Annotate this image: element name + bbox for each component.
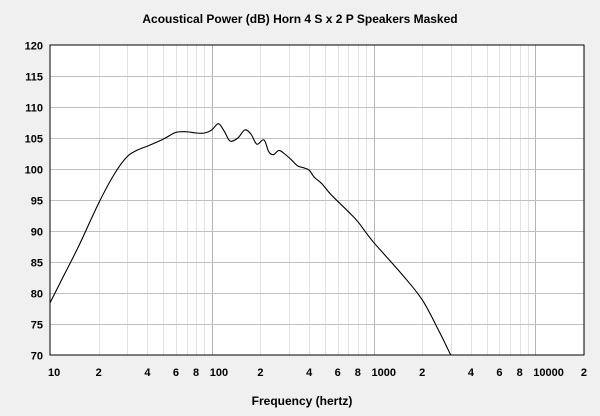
x-tick-label: 2	[96, 367, 102, 379]
series-line-acoustical-power	[49, 123, 452, 356]
y-tick-label: 110	[25, 103, 43, 115]
x-tick-label: 6	[335, 367, 341, 379]
x-tick-label: 8	[355, 367, 361, 379]
y-tick-label: 105	[25, 134, 43, 146]
x-tick-label: 8	[517, 367, 523, 379]
x-tick-label: 2	[257, 367, 263, 379]
y-tick-label: 95	[31, 196, 43, 208]
x-tick-label: 100	[210, 367, 228, 379]
y-tick-label: 75	[31, 320, 43, 332]
y-tick-label: 100	[25, 165, 43, 177]
y-tick-label: 115	[25, 72, 43, 84]
x-tick-label: 4	[144, 367, 151, 379]
x-tick-label: 6	[496, 367, 502, 379]
x-tick-label: 2	[581, 367, 587, 379]
x-tick-label: 6	[173, 367, 179, 379]
x-tick-label: 4	[306, 367, 313, 379]
x-tick-label: 1000	[372, 367, 396, 379]
x-tick-label: 4	[468, 367, 475, 379]
y-tick-label: 70	[31, 351, 43, 363]
x-tick-label: 10	[48, 367, 60, 379]
x-tick-label: 10000	[533, 367, 564, 379]
y-tick-label: 80	[31, 289, 43, 301]
x-axis-label: Frequency (hertz)	[251, 394, 353, 408]
plot-border	[49, 44, 585, 356]
x-tick-label: 2	[419, 367, 425, 379]
y-tick-label: 85	[31, 258, 43, 270]
y-tick-label: 120	[25, 41, 43, 53]
chart-title: Acoustical Power (dB) Horn 4 S x 2 P Spe…	[142, 12, 458, 26]
y-tick-label: 90	[31, 227, 43, 239]
x-tick-label: 8	[193, 367, 199, 379]
